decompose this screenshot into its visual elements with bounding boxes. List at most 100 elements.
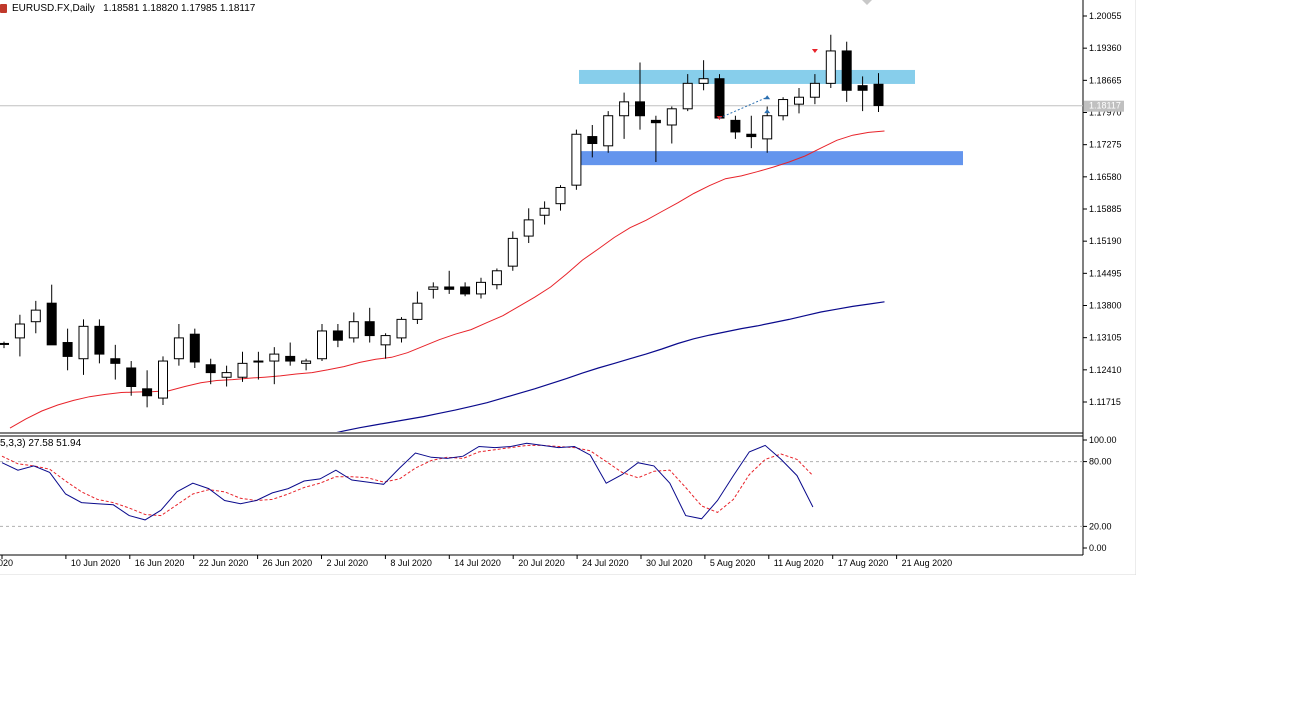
scroll-marker-icon[interactable] bbox=[862, 0, 872, 5]
candle bbox=[857, 76, 868, 112]
candle-body bbox=[873, 83, 884, 107]
support-zone bbox=[579, 151, 963, 166]
date-label: 21 Aug 2020 bbox=[902, 558, 953, 568]
date-label: 10 Jun 2020 bbox=[71, 558, 121, 568]
price-label: 1.11715 bbox=[1089, 397, 1121, 407]
candle-body bbox=[762, 115, 773, 140]
candle-body bbox=[778, 99, 789, 117]
ma-fast-line bbox=[9, 130, 885, 429]
trade-link-line bbox=[719, 96, 768, 119]
candle bbox=[762, 106, 773, 153]
price-label: 1.20055 bbox=[1089, 11, 1122, 21]
price-label: 1.12410 bbox=[1089, 365, 1122, 375]
date-label: 16 Jun 2020 bbox=[135, 558, 185, 568]
candle bbox=[94, 319, 105, 364]
price-label: 1.14495 bbox=[1089, 268, 1122, 278]
candle bbox=[62, 328, 73, 371]
stoch-axis-label: 20.00 bbox=[1089, 521, 1112, 531]
candle bbox=[794, 87, 804, 114]
candle-body bbox=[396, 318, 407, 339]
candle-body bbox=[62, 342, 73, 357]
candle bbox=[730, 115, 741, 139]
ma-slow-line bbox=[336, 301, 885, 432]
price-chart[interactable]: 1.20055 1.19360 1.18665 1.17970 1.17275 1.165… bbox=[0, 0, 1136, 575]
chart-window[interactable]: EURUSD.FX,Daily 1.18581 1.18820 1.17985 … bbox=[0, 0, 1136, 575]
candle-body bbox=[14, 323, 25, 339]
candle-body bbox=[221, 372, 232, 378]
date-label: 11 Aug 2020 bbox=[774, 558, 824, 568]
candle-body bbox=[30, 309, 41, 323]
candle-body bbox=[237, 362, 248, 378]
candle bbox=[348, 312, 359, 343]
candle-body bbox=[285, 355, 296, 362]
candle bbox=[682, 74, 693, 112]
candle bbox=[126, 361, 137, 396]
candle bbox=[460, 282, 471, 297]
candle bbox=[110, 344, 121, 380]
candle bbox=[30, 300, 41, 334]
candle bbox=[205, 358, 216, 385]
candle-body bbox=[794, 96, 804, 105]
candle-body bbox=[857, 85, 868, 91]
candle bbox=[539, 201, 550, 225]
stoch-axis-label: 100.00 bbox=[1089, 435, 1117, 445]
candle bbox=[778, 97, 789, 121]
candle-body bbox=[476, 281, 486, 295]
candle bbox=[476, 277, 486, 299]
candle bbox=[666, 106, 677, 144]
price-label: 1.17275 bbox=[1089, 140, 1122, 150]
candle-body bbox=[332, 330, 343, 341]
resistance-zone bbox=[579, 69, 915, 84]
candle-body bbox=[364, 321, 375, 337]
candle-body bbox=[603, 115, 614, 147]
candle bbox=[253, 351, 264, 380]
candle-body bbox=[491, 270, 502, 286]
sell-arrow-icon bbox=[811, 48, 818, 53]
candle bbox=[825, 34, 836, 88]
candle-body bbox=[0, 342, 9, 345]
candle-body bbox=[46, 302, 57, 346]
candle bbox=[444, 270, 455, 294]
candle bbox=[412, 291, 423, 325]
candle bbox=[221, 365, 232, 387]
candle bbox=[173, 324, 184, 366]
date-label: 20 Jul 2020 bbox=[518, 558, 565, 568]
price-label: 1.19360 bbox=[1089, 43, 1122, 53]
candle-body bbox=[523, 219, 534, 237]
candle bbox=[0, 341, 9, 349]
stoch-axis-label: 80.00 bbox=[1089, 457, 1112, 467]
date-label: 020 bbox=[0, 558, 13, 568]
candle bbox=[507, 231, 518, 271]
candle-body bbox=[158, 360, 168, 399]
candle-body bbox=[78, 325, 89, 360]
candle bbox=[428, 282, 439, 299]
candle-body bbox=[94, 325, 105, 355]
current-price-label: 1.18117 bbox=[1089, 101, 1121, 111]
candle-body bbox=[730, 119, 741, 133]
candle-body bbox=[650, 119, 661, 124]
candle-body bbox=[507, 237, 518, 267]
ohlc-readout: 1.18581 1.18820 1.17985 1.18117 bbox=[103, 3, 256, 14]
candle-body bbox=[301, 360, 312, 364]
candle bbox=[587, 124, 598, 158]
indicator-header: 5,3,3) 27.58 51.94 bbox=[0, 438, 82, 449]
candle bbox=[301, 358, 312, 371]
candle bbox=[332, 324, 343, 348]
candle-body bbox=[571, 133, 582, 186]
candle-body bbox=[317, 330, 327, 360]
candle bbox=[571, 129, 582, 190]
candle bbox=[714, 74, 725, 119]
candle bbox=[746, 115, 757, 149]
symbol-label: EURUSD.FX,Daily bbox=[12, 3, 95, 14]
candle-body bbox=[587, 136, 598, 145]
candle bbox=[809, 74, 820, 105]
candle bbox=[285, 342, 296, 366]
date-label: 8 Jul 2020 bbox=[390, 558, 432, 568]
candle bbox=[396, 317, 407, 343]
candle-body bbox=[619, 101, 630, 117]
candle-body bbox=[205, 364, 216, 374]
date-label: 14 Jul 2020 bbox=[454, 558, 501, 568]
candle bbox=[603, 111, 614, 153]
price-label: 1.18665 bbox=[1089, 75, 1122, 85]
candle bbox=[158, 356, 168, 406]
